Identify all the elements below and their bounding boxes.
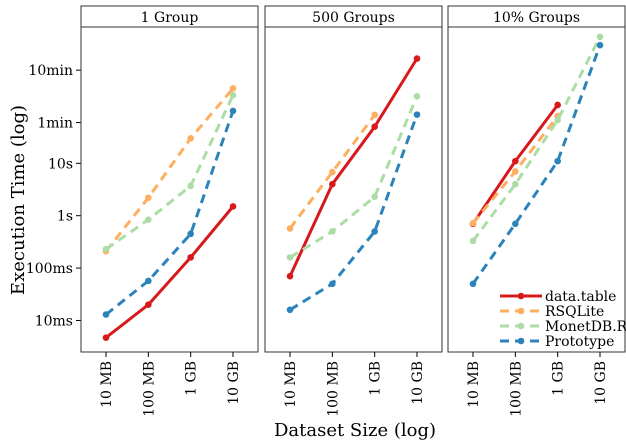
- data-point: [512, 157, 519, 165]
- series-line-data-table: [105, 205, 235, 339]
- data-point: [187, 230, 194, 238]
- data-point: [187, 254, 194, 261]
- data-point: [286, 254, 294, 261]
- data-point: [229, 107, 237, 115]
- data-point: [329, 168, 336, 176]
- series-line-prototype: [471, 44, 602, 285]
- data-point: [512, 168, 519, 175]
- data-point: [286, 225, 294, 232]
- panels-layer: 10ms 100ms 1s 10s 1min 10min 1 Group 10 MB 100 M…: [26, 5, 626, 417]
- legend-label: MonetDB.R: [545, 319, 626, 335]
- legend-label: RSQLite: [545, 304, 604, 320]
- data-point: [329, 280, 336, 288]
- data-point: [554, 116, 561, 124]
- series-line-prototype: [289, 114, 419, 312]
- legend-marker: [517, 337, 525, 345]
- data-point: [413, 93, 421, 100]
- y-tick-label-4: 1min: [37, 116, 73, 132]
- data-point: [554, 101, 561, 109]
- series-line-monetdb-r: [105, 94, 235, 251]
- series-line-rsqlite: [104, 87, 235, 253]
- legend-marker: [517, 307, 525, 315]
- data-point: [229, 85, 237, 92]
- data-point: [596, 41, 604, 49]
- panel-title: 1 Group: [141, 10, 199, 26]
- data-point: [286, 272, 294, 280]
- series-line-rsqlite: [288, 114, 376, 230]
- data-point: [229, 203, 237, 210]
- data-point: [469, 237, 477, 245]
- x-tick-label: 10 GB: [226, 361, 242, 405]
- panel-title: 10% Groups: [493, 10, 580, 26]
- legend-label: data.table: [545, 289, 616, 305]
- panel-2: 10% Groups 10 MB 100 MB 1 GB 10 GB: [447, 5, 626, 417]
- data-point: [469, 280, 477, 288]
- legend-marker: [517, 292, 525, 300]
- data-point: [554, 157, 561, 165]
- x-tick-label: 1 GB: [368, 361, 384, 396]
- data-point: [102, 334, 110, 341]
- data-point: [145, 194, 152, 202]
- data-point: [286, 306, 294, 314]
- data-point: [329, 180, 336, 188]
- y-tick-label-0: 10ms: [35, 313, 73, 329]
- data-point: [329, 228, 336, 235]
- y-tick-label-2: 1s: [57, 209, 73, 225]
- data-point: [371, 228, 378, 235]
- data-point: [229, 91, 237, 99]
- data-point: [371, 193, 378, 201]
- series-line-monetdb-r: [289, 95, 419, 259]
- data-point: [413, 111, 421, 118]
- panel-frame: [264, 26, 443, 353]
- x-tick-label: 100 MB: [141, 361, 157, 417]
- x-tick-label: 1 GB: [551, 361, 567, 396]
- x-tick-label: 10 GB: [410, 361, 426, 405]
- series-line-prototype: [105, 110, 235, 316]
- data-point: [371, 123, 378, 130]
- data-point: [187, 135, 194, 142]
- panel-title: 500 Groups: [312, 10, 395, 26]
- data-point: [512, 220, 519, 228]
- series-line-monetdb-r: [471, 36, 602, 242]
- data-point: [187, 182, 194, 190]
- x-tick-label: 100 MB: [325, 361, 341, 417]
- series-line-data-table: [288, 57, 419, 277]
- panel-frame: [447, 26, 626, 353]
- data-point: [145, 301, 152, 308]
- data-point: [469, 219, 477, 227]
- legend-label: Prototype: [545, 334, 614, 350]
- data-point: [145, 277, 152, 285]
- x-tick-label: 10 GB: [593, 361, 609, 405]
- x-axis-label: Dataset Size (log): [274, 420, 436, 441]
- y-tick-label-3: 10s: [48, 156, 73, 172]
- panel-0: 1 Group 10 MB 100 MB 1 GB 10 GB: [80, 5, 259, 417]
- y-tick-label-1: 100ms: [26, 261, 73, 277]
- x-tick-label: 100 MB: [508, 361, 524, 417]
- x-tick-label: 10 MB: [466, 361, 482, 408]
- x-tick-label: 10 MB: [283, 361, 299, 408]
- data-point: [102, 311, 110, 318]
- data-point: [145, 216, 152, 223]
- y-tick-label-5: 10min: [28, 63, 73, 79]
- legend-marker: [517, 322, 525, 330]
- x-tick-label: 10 MB: [99, 361, 115, 408]
- data-point: [371, 111, 378, 119]
- panel-frame: [80, 26, 259, 353]
- data-point: [413, 55, 421, 62]
- panel-1: 500 Groups 10 MB 100 MB 1 GB 10 GB: [264, 5, 443, 417]
- data-point: [512, 180, 519, 188]
- x-tick-label: 1 GB: [184, 361, 200, 396]
- data-point: [102, 245, 110, 253]
- y-axis-label: Execution Time (log): [8, 105, 29, 295]
- data-point: [596, 33, 604, 41]
